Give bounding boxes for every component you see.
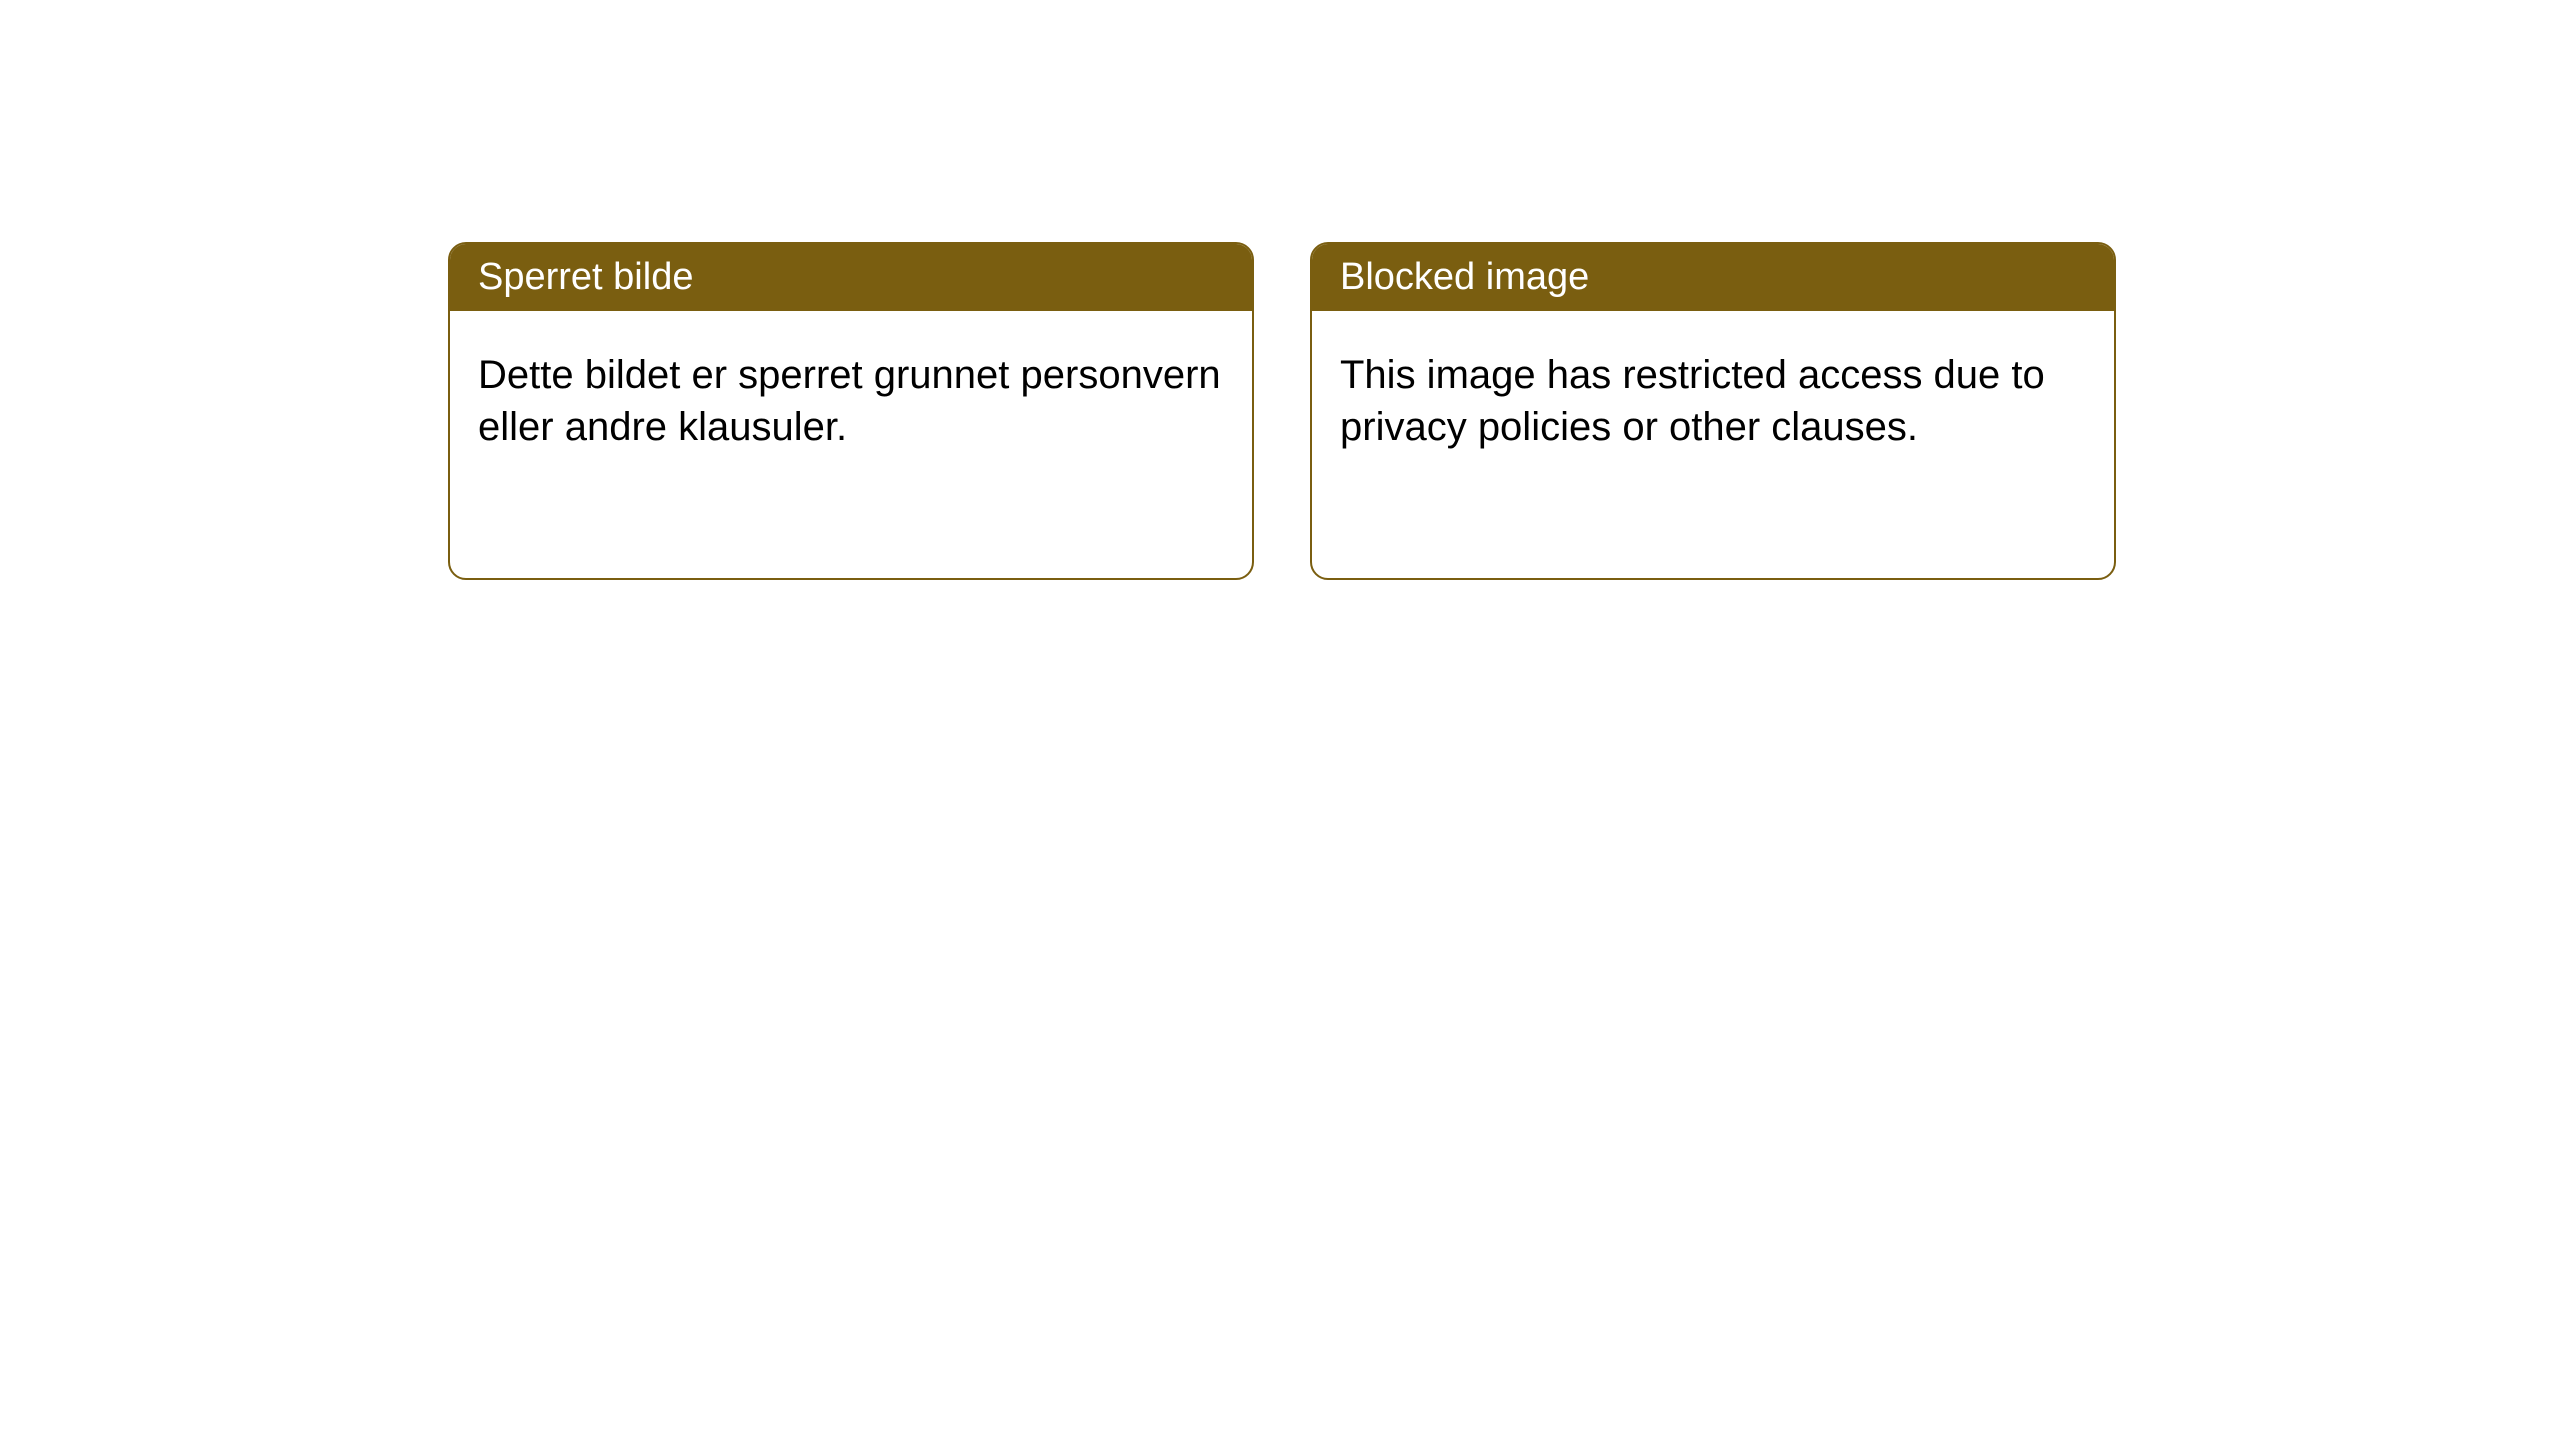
blocked-image-card-no: Sperret bilde Dette bildet er sperret gr… — [448, 242, 1254, 580]
card-title: Blocked image — [1312, 244, 2114, 311]
notice-container: Sperret bilde Dette bildet er sperret gr… — [0, 0, 2560, 580]
blocked-image-card-en: Blocked image This image has restricted … — [1310, 242, 2116, 580]
card-body: This image has restricted access due to … — [1312, 311, 2114, 491]
card-title: Sperret bilde — [450, 244, 1252, 311]
card-body: Dette bildet er sperret grunnet personve… — [450, 311, 1252, 491]
